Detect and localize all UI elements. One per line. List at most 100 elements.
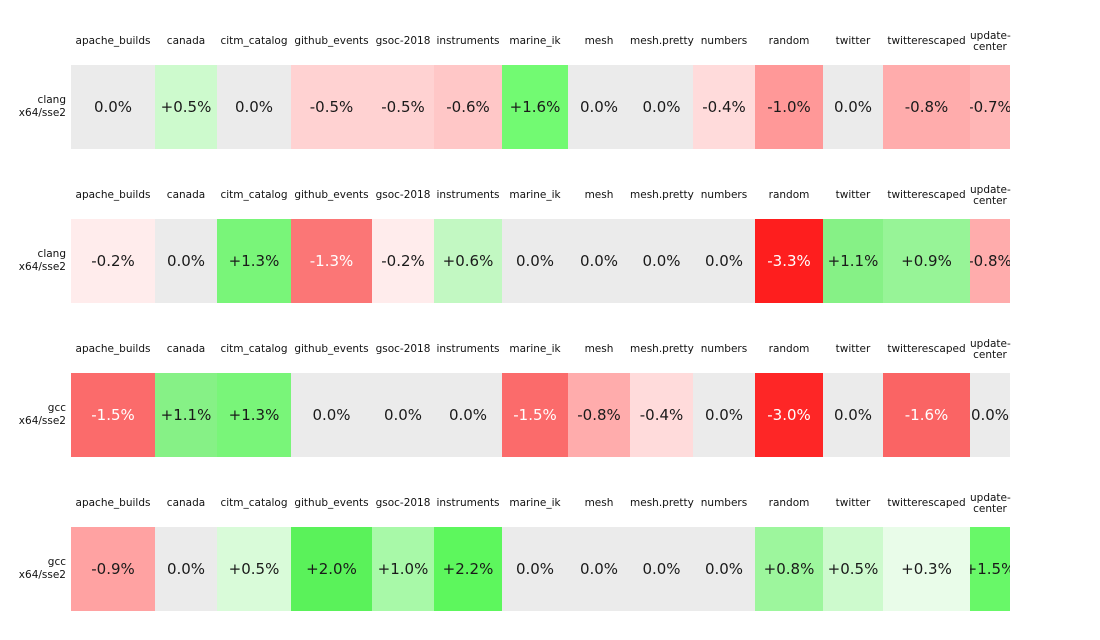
heatmap-cell: +1.3% xyxy=(217,373,291,457)
column-header: canada xyxy=(166,497,206,510)
heatmap-cell: 0.0% xyxy=(823,373,883,457)
row-label: clang x64/sse2 xyxy=(18,248,66,273)
column-header: twitterescaped xyxy=(887,497,966,510)
heatmap-cell: +0.5% xyxy=(217,527,291,611)
heatmap-cell: -0.4% xyxy=(693,65,755,149)
column-header: canada xyxy=(166,189,206,202)
column-header: citm_catalog xyxy=(220,189,288,202)
heatmap-row: gcc x64/sse2 -1.5% +1.1% +1.3% 0.0% 0.0% 0.0%… xyxy=(0,373,1100,457)
column-header: github_events xyxy=(294,497,369,510)
column-header: random xyxy=(768,343,810,356)
heatmap-cell: -0.6% xyxy=(434,65,502,149)
column-header: mesh.pretty xyxy=(630,189,694,202)
column-header: apache_builds xyxy=(75,189,151,202)
column-header: apache_builds xyxy=(75,497,151,510)
column-header: random xyxy=(768,189,810,202)
column-header: instruments xyxy=(436,497,500,510)
heatmap-cell: +2.0% xyxy=(291,527,372,611)
column-header: mesh xyxy=(584,189,614,202)
column-header: gsoc-2018 xyxy=(375,343,431,356)
header-spacer xyxy=(0,30,71,54)
column-header: twitter xyxy=(835,35,871,48)
column-header: mesh.pretty xyxy=(630,343,694,356)
column-header: twitterescaped xyxy=(887,35,966,48)
heatmap-cell: -1.0% xyxy=(755,65,823,149)
column-header: numbers xyxy=(700,497,748,510)
column-header: random xyxy=(768,35,810,48)
heatmap-cell: -0.8% xyxy=(568,373,630,457)
heatmap-cell: 0.0% xyxy=(693,527,755,611)
column-header: apache_builds xyxy=(75,35,151,48)
column-header: twitterescaped xyxy=(887,189,966,202)
heatmap-cells: -1.5% +1.1% +1.3% 0.0% 0.0% 0.0% -1.5% -0.8% -0.… xyxy=(71,373,1010,457)
heatmap-cell: -0.2% xyxy=(372,219,434,303)
heatmap-cell: 0.0% xyxy=(568,65,630,149)
header-spacer xyxy=(0,338,71,362)
heatmap-cells: -0.9% 0.0% +0.5% +2.0% +1.0% +2.2% 0.0% 0.0% 0.0… xyxy=(71,527,1010,611)
heatmap-cell: 0.0% xyxy=(502,527,568,611)
heatmap-cell: -1.3% xyxy=(291,219,372,303)
column-headers: apache_builds canada citm_catalog github_ev… xyxy=(71,29,1011,54)
column-header: numbers xyxy=(700,189,748,202)
column-header: mesh xyxy=(584,35,614,48)
column-header-row: apache_builds canada citm_catalog github_ev… xyxy=(0,184,1100,208)
column-header: canada xyxy=(166,35,206,48)
column-header: twitterescaped xyxy=(887,343,966,356)
column-header: twitter xyxy=(835,497,871,510)
heatmap-cell: +1.1% xyxy=(155,373,217,457)
heatmap-cell: 0.0% xyxy=(155,527,217,611)
heatmap-cell: -0.4% xyxy=(630,373,693,457)
heatmap-cell: -0.8% xyxy=(970,219,1010,303)
heatmap-cell: +0.6% xyxy=(434,219,502,303)
column-header: canada xyxy=(166,343,206,356)
heatmap-cell: -0.2% xyxy=(71,219,155,303)
heatmap-cell: +0.8% xyxy=(755,527,823,611)
heatmap-cell: -0.5% xyxy=(372,65,434,149)
heatmap-cell: 0.0% xyxy=(372,373,434,457)
column-header-row: apache_builds canada citm_catalog github_ev… xyxy=(0,30,1100,54)
heatmap-cell: -0.8% xyxy=(883,65,970,149)
row-label: gcc x64/sse2 xyxy=(18,556,66,581)
heatmap-cell: +0.5% xyxy=(823,527,883,611)
heatmap-cell: +0.9% xyxy=(883,219,970,303)
column-header: citm_catalog xyxy=(220,497,288,510)
heatmap-cell: -3.0% xyxy=(755,373,823,457)
heatmap-row: clang x64/sse2 -0.2% 0.0% +1.3% -1.3% -0.2% +… xyxy=(0,219,1100,303)
column-header: update- center xyxy=(970,337,1011,361)
heatmap-cell: 0.0% xyxy=(291,373,372,457)
column-header: update- center xyxy=(970,491,1011,515)
column-header: apache_builds xyxy=(75,343,151,356)
heatmap-cell: -3.3% xyxy=(755,219,823,303)
column-header: marine_ik xyxy=(509,343,561,356)
heatmap-cell: +1.3% xyxy=(217,219,291,303)
heatmap-cell: +0.5% xyxy=(155,65,217,149)
heatmap-cell: 0.0% xyxy=(434,373,502,457)
heatmap-row: gcc x64/sse2 -0.9% 0.0% +0.5% +2.0% +1.0% +2.… xyxy=(0,527,1100,611)
heatmap-cell: -0.7% xyxy=(970,65,1010,149)
heatmap-cell: 0.0% xyxy=(502,219,568,303)
column-header: marine_ik xyxy=(509,189,561,202)
column-header: marine_ik xyxy=(509,35,561,48)
column-header: update- center xyxy=(970,183,1011,207)
heatmap-cell: -0.9% xyxy=(71,527,155,611)
column-header: instruments xyxy=(436,35,500,48)
column-headers: apache_builds canada citm_catalog github_ev… xyxy=(71,183,1011,208)
heatmap-cell: -0.5% xyxy=(291,65,372,149)
column-header: citm_catalog xyxy=(220,35,288,48)
heatmap-cell: 0.0% xyxy=(568,527,630,611)
column-header: mesh.pretty xyxy=(630,497,694,510)
heatmap-cell: 0.0% xyxy=(693,373,755,457)
column-header: update- center xyxy=(970,29,1011,53)
header-spacer xyxy=(0,184,71,208)
heatmap-cell: 0.0% xyxy=(630,527,693,611)
column-header: gsoc-2018 xyxy=(375,35,431,48)
heatmap-cell: 0.0% xyxy=(630,65,693,149)
column-header: gsoc-2018 xyxy=(375,497,431,510)
heatmap-cell: 0.0% xyxy=(217,65,291,149)
column-header: random xyxy=(768,497,810,510)
column-header: numbers xyxy=(700,343,748,356)
row-label: clang x64/sse2 xyxy=(18,94,66,119)
column-header: github_events xyxy=(294,343,369,356)
benchmark-table-gcc-2: apache_builds canada citm_catalog github_ev… xyxy=(0,492,1100,611)
